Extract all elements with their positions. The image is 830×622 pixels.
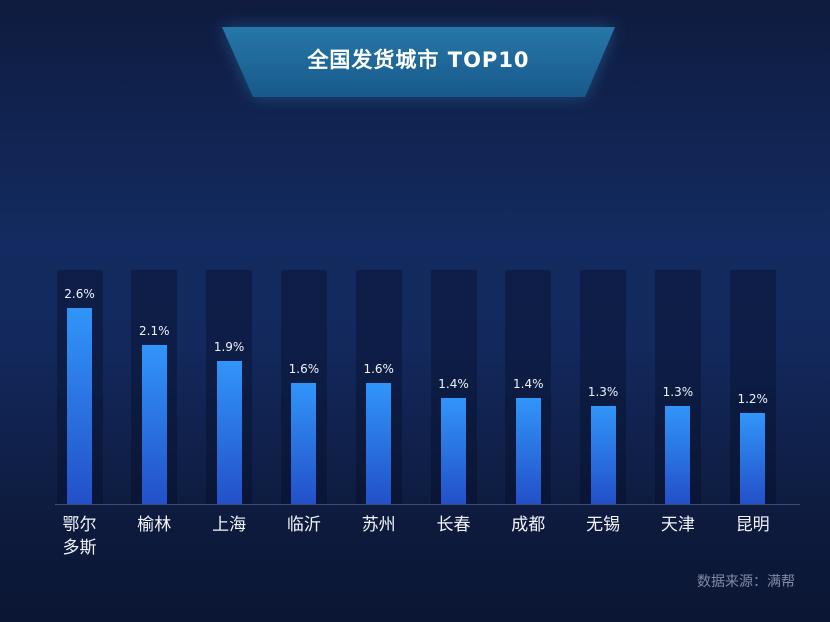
category-label: 上海: [212, 515, 247, 535]
chart-title: 全国发货城市 TOP10: [307, 48, 530, 72]
category-label: 榆林: [137, 515, 172, 535]
bar: [441, 398, 466, 504]
title-banner: [222, 27, 615, 97]
title-banner-shape: [222, 27, 615, 97]
bar: [67, 307, 92, 504]
bar: [515, 398, 541, 504]
category-label: 苏州: [361, 515, 396, 535]
x-axis-baseline: [55, 504, 800, 505]
category-label: 临沂: [286, 515, 321, 535]
value-label: 1.6%: [363, 362, 394, 377]
bar: [665, 405, 691, 504]
bar: [141, 345, 167, 504]
value-label: 1.9%: [213, 339, 245, 354]
bar: [216, 360, 242, 504]
category-label: 无锡: [586, 515, 621, 535]
bar: [291, 383, 317, 504]
category-label: 昆明: [735, 515, 770, 535]
category-label: 长春: [436, 515, 471, 535]
category-label: 成都: [511, 515, 546, 535]
bar: [366, 383, 392, 504]
value-label: 1.3%: [662, 384, 694, 399]
category-label: 天津: [660, 515, 695, 535]
value-label: 1.4%: [513, 377, 544, 392]
value-label: 2.6%: [64, 286, 95, 301]
value-label: 1.6%: [288, 362, 320, 377]
bar: [590, 405, 616, 504]
source-note: 数据来源：满帮: [697, 574, 795, 590]
value-label: 2.1%: [139, 324, 170, 339]
value-label: 1.2%: [737, 392, 768, 407]
category-label: 鄂尔多斯: [62, 515, 97, 558]
bar: [740, 413, 766, 504]
value-label: 1.4%: [438, 377, 469, 392]
value-label: 1.3%: [587, 384, 619, 399]
